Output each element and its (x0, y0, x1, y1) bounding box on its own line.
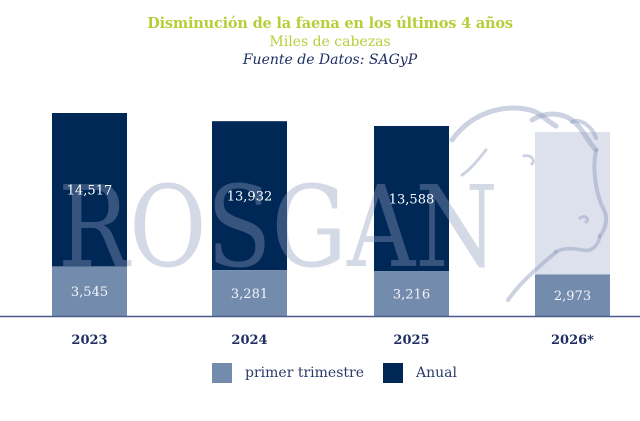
data-label-anual-2023: 14,517 (67, 184, 113, 199)
x-tick-label-2026: 2026* (551, 333, 594, 348)
chart-title: Disminución de la faena en los últimos 4… (147, 15, 513, 32)
legend-item-anual: Anual (382, 363, 457, 383)
data-label-anual-2024: 13,932 (227, 190, 273, 205)
x-tick-label-2025: 2025 (393, 333, 429, 348)
data-label-primer-trimestre-2024: 3,281 (231, 287, 268, 302)
chart-subtitle: Miles de cabezas (269, 34, 391, 50)
bar-anual-2025 (374, 125, 449, 272)
legend: primer trimestre Anual (212, 363, 457, 383)
bar-primer-trimestre-2024 (212, 270, 287, 316)
watermark-text: ROSGAN (58, 163, 498, 293)
bars-layer (52, 113, 610, 316)
data-label-anual-2025: 13,588 (389, 193, 435, 208)
legend-label-anual: Anual (415, 365, 457, 381)
legend-label-primer-trimestre: primer trimestre (245, 365, 364, 381)
bar-primer-trimestre-2025 (374, 271, 449, 316)
data-label-primer-trimestre-2023: 3,545 (71, 285, 108, 300)
legend-swatch-anual (382, 363, 403, 383)
bar-anual-2023 (52, 113, 127, 267)
chart-header: Disminución de la faena en los últimos 4… (0, 14, 640, 70)
bar-primer-trimestre-2023 (52, 266, 127, 316)
data-label-primer-trimestre-2026: 2,973 (554, 289, 591, 304)
labels-layer: 14,517 3,545 13,932 3,281 13,588 3,216 2,973 (67, 184, 591, 304)
cow-head-icon (449, 105, 609, 302)
bar-anual-2024 (212, 121, 287, 271)
legend-swatch-primer-trimestre (212, 363, 232, 383)
x-tick-label-2024: 2024 (231, 333, 267, 348)
data-label-primer-trimestre-2025: 3,216 (393, 288, 430, 303)
bar-projected-2026 (535, 132, 610, 275)
legend-item-primer-trimestre: primer trimestre (212, 363, 364, 383)
watermark: ROSGAN (58, 105, 609, 302)
x-tick-label-2023: 2023 (71, 333, 107, 348)
bar-primer-trimestre-2026 (535, 274, 610, 316)
x-axis-ticks: 2023 2024 2025 2026* (71, 333, 594, 348)
chart-source: Fuente de Datos: SAGyP (242, 52, 418, 68)
